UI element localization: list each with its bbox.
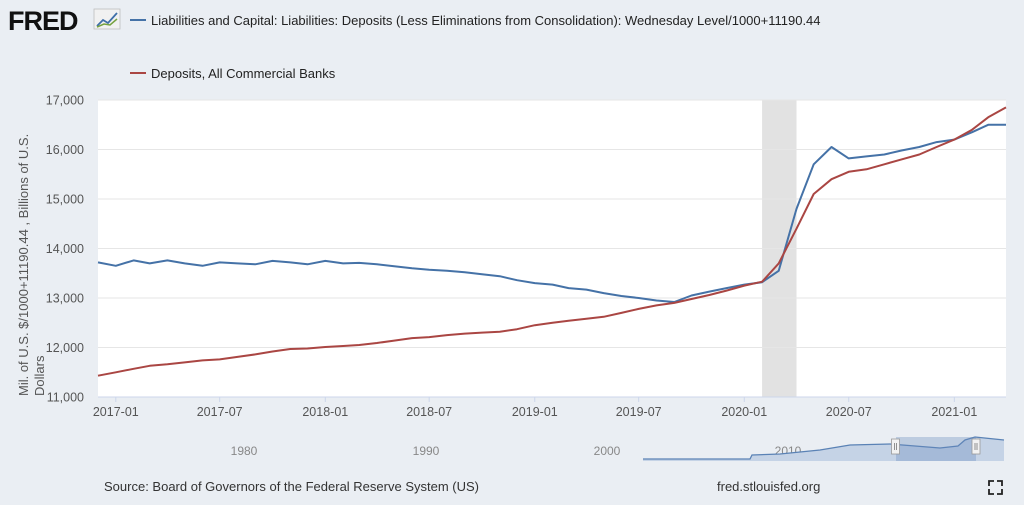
x-tick-label: 2019-07 bbox=[616, 405, 662, 419]
site-link[interactable]: fred.stlouisfed.org bbox=[717, 479, 820, 494]
series-line-1[interactable] bbox=[97, 123, 1006, 303]
x-tick-label: 2020-01 bbox=[721, 405, 767, 419]
y-tick-label: 12,000 bbox=[46, 341, 84, 355]
legend: Liabilities and Capital: Liabilities: De… bbox=[130, 13, 821, 81]
fred-logo-text: FRED bbox=[8, 6, 78, 36]
x-axis: 2017-01 2017-07 2018-01 2018-07 2019-01 2019-… bbox=[93, 397, 977, 419]
y-tick-label: 15,000 bbox=[46, 193, 84, 207]
legend-label-series2: Deposits, All Commercial Banks bbox=[151, 66, 336, 81]
gridlines bbox=[98, 99, 1006, 398]
navigator-handle-left[interactable] bbox=[891, 438, 900, 455]
y-tick-label: 11,000 bbox=[47, 391, 84, 405]
navigator-labels: 1980 1990 2000 2010 bbox=[231, 444, 802, 458]
y-axis-label: Mil. of U.S. $/1000+11190.44 , Billions … bbox=[16, 130, 47, 396]
navigator-year-label: 1980 bbox=[231, 444, 258, 458]
fred-chart-icon bbox=[93, 8, 121, 30]
y-tick-label: 16,000 bbox=[46, 143, 84, 157]
x-tick-label: 2017-07 bbox=[197, 405, 243, 419]
series-layer bbox=[97, 106, 1007, 377]
x-tick-label: 2021-01 bbox=[931, 405, 977, 419]
navigator-selected-range[interactable] bbox=[896, 437, 976, 461]
x-tick-label: 2017-01 bbox=[93, 405, 139, 419]
y-tick-label: 14,000 bbox=[46, 242, 84, 256]
x-tick-label: 2019-01 bbox=[512, 405, 558, 419]
y-tick-label: 17,000 bbox=[46, 94, 84, 108]
x-tick-label: 2018-07 bbox=[406, 405, 452, 419]
navigator-year-label: 2000 bbox=[594, 444, 621, 458]
navigator-year-label: 1990 bbox=[413, 444, 440, 458]
series-line-2[interactable] bbox=[97, 106, 1007, 377]
legend-item-series1[interactable]: Liabilities and Capital: Liabilities: De… bbox=[130, 13, 821, 28]
navigator-handle-right[interactable] bbox=[971, 438, 981, 455]
navigator-line bbox=[643, 436, 1005, 460]
fred-logo[interactable]: FRED bbox=[8, 6, 121, 36]
x-tick-label: 2018-01 bbox=[302, 405, 348, 419]
legend-item-series2[interactable]: Deposits, All Commercial Banks bbox=[130, 66, 336, 81]
y-axis: 11,000 12,000 13,000 14,000 15,000 16,000 17,0… bbox=[46, 94, 84, 405]
navigator[interactable]: 1980 1990 2000 2010 bbox=[231, 436, 1005, 461]
y-axis-label-line2: Dollars bbox=[32, 355, 47, 396]
navigator-area bbox=[643, 437, 1004, 461]
y-axis-label-line1: Mil. of U.S. $/1000+11190.44 , Billions … bbox=[16, 134, 31, 396]
source-note: Source: Board of Governors of the Federa… bbox=[104, 479, 479, 494]
x-tick-label: 2020-07 bbox=[826, 405, 872, 419]
expand-icon[interactable] bbox=[988, 480, 1003, 495]
legend-label-series1: Liabilities and Capital: Liabilities: De… bbox=[151, 13, 821, 28]
y-tick-label: 13,000 bbox=[46, 292, 84, 306]
